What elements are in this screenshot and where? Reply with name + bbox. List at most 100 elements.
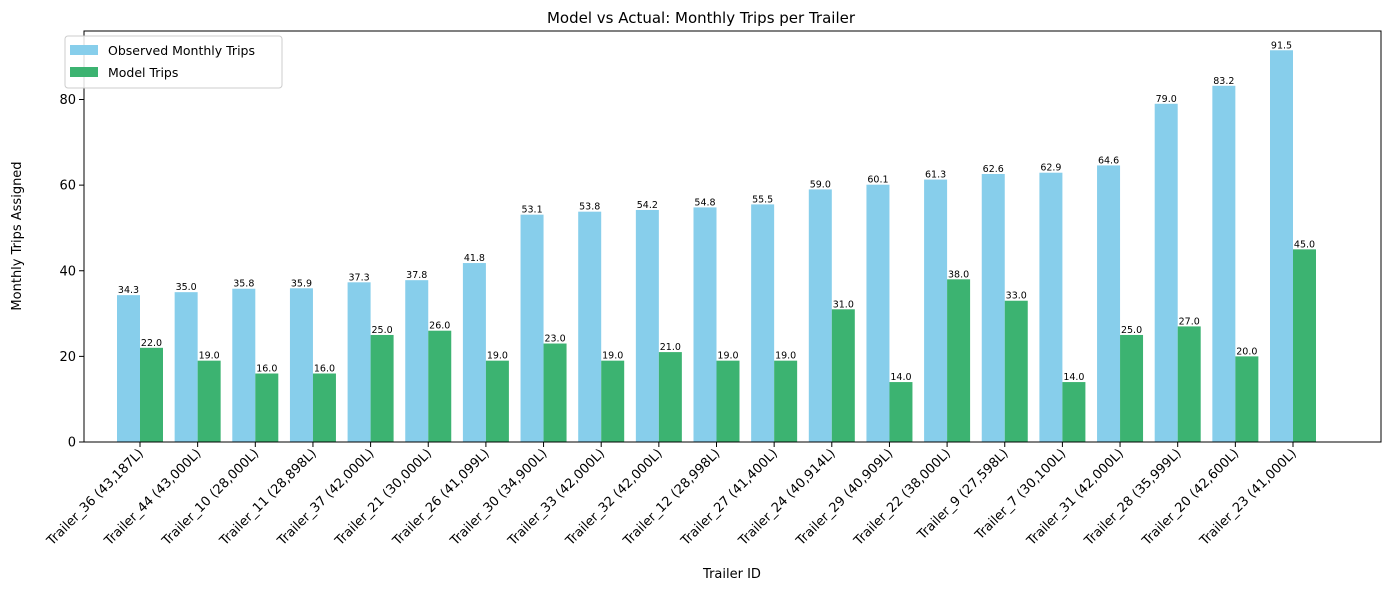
x-tick-label: Trailer_31 (42,000L): [1024, 446, 1127, 549]
bar-label-observed: 37.3: [349, 272, 370, 283]
legend-label-observed: Observed Monthly Trips: [108, 43, 255, 58]
bar-label-observed: 62.6: [983, 164, 1004, 175]
x-tick-label: Trailer_33 (42,000L): [505, 446, 608, 549]
bar-label-model: 19.0: [775, 351, 796, 362]
bar-observed: [289, 288, 313, 442]
x-tick-label: Trailer_44 (43,000L): [101, 446, 204, 549]
bar-label-model: 19.0: [199, 351, 220, 362]
bar-label-observed: 41.8: [464, 253, 485, 264]
bar-label-model: 38.0: [948, 269, 969, 280]
bar-model: [543, 343, 567, 442]
bar-observed: [981, 173, 1005, 442]
bar-label-model: 20.0: [1236, 346, 1257, 357]
bar-label-observed: 54.2: [637, 200, 658, 211]
bar-observed: [808, 189, 832, 442]
x-tick-label: Trailer_30 (34,900L): [447, 446, 550, 549]
bar-label-observed: 64.6: [1098, 155, 1119, 166]
bar-observed: [347, 282, 371, 442]
bar-model: [947, 279, 971, 442]
y-tick-label: 40: [59, 264, 76, 279]
x-axis: Trailer_36 (43,187L)Trailer_44 (43,000L)…: [44, 442, 1300, 549]
bar-observed: [117, 295, 140, 442]
bar-model: [1004, 300, 1028, 442]
bar-label-observed: 35.0: [176, 282, 197, 293]
bar-labels-layer: 34.3 22.0 35.0 19.0 35.8 16.0 35.9 16.0 37.3 25.0…: [118, 40, 1315, 383]
x-axis-title: Trailer ID: [702, 567, 761, 582]
bar-observed: [232, 288, 256, 442]
bar-label-model: 14.0: [1063, 372, 1084, 383]
bar-model: [658, 352, 682, 442]
bar-label-observed: 61.3: [925, 170, 946, 181]
plot-frame: [83, 30, 1382, 443]
bar-model: [831, 309, 855, 442]
bar-model: [140, 347, 163, 442]
legend: Observed Monthly Trips Model Trips: [64, 35, 283, 89]
bar-label-observed: 53.1: [521, 205, 542, 216]
x-tick-label: Trailer_11 (28,898L): [217, 446, 320, 549]
legend-frame: [64, 35, 283, 89]
bar-observed: [693, 207, 717, 442]
bar-label-model: 19.0: [602, 351, 623, 362]
bar-model: [601, 360, 625, 442]
bar-label-model: 45.0: [1294, 239, 1315, 250]
x-tick-label: Trailer_24 (40,914L): [735, 446, 838, 549]
bar-label-model: 19.0: [717, 351, 738, 362]
bars-layer: [117, 50, 1316, 443]
bar-model: [370, 334, 394, 442]
x-tick-label: Trailer_36 (43,187L): [44, 446, 147, 549]
bar-observed: [1154, 103, 1178, 442]
bar-label-model: 27.0: [1179, 316, 1200, 327]
bar-model: [1177, 326, 1201, 442]
bar-label-model: 16.0: [256, 364, 277, 375]
bar-observed: [462, 263, 486, 442]
bar-label-observed: 34.3: [118, 285, 139, 296]
y-axis: 0 20 40 60 80: [59, 93, 84, 451]
y-tick-label: 60: [59, 179, 76, 194]
bar-observed: [924, 179, 948, 442]
x-tick-label: Trailer_10 (28,000L): [159, 446, 262, 549]
bar-label-model: 21.0: [660, 342, 681, 353]
x-tick-label: Trailer_37 (42,000L): [274, 446, 377, 549]
x-tick-label: Trailer_22 (38,000L): [851, 446, 954, 549]
bar-observed: [405, 280, 429, 442]
x-tick-label: Trailer_23 (41,000L): [1197, 446, 1300, 549]
bar-model: [197, 360, 221, 442]
bar-label-observed: 83.2: [1213, 76, 1234, 87]
bar-label-model: 25.0: [372, 325, 393, 336]
x-tick-label: Trailer_21 (30,000L): [332, 446, 435, 549]
bar-observed: [1270, 50, 1293, 442]
bar-model: [255, 373, 279, 442]
bar-label-model: 31.0: [833, 299, 854, 310]
bar-model: [1120, 334, 1144, 442]
bar-label-model: 19.0: [487, 351, 508, 362]
bar-label-observed: 62.9: [1040, 163, 1061, 174]
legend-swatch-observed: [70, 45, 98, 55]
bar-observed: [866, 184, 890, 442]
bar-label-model: 33.0: [1006, 291, 1027, 302]
bar-label-observed: 59.0: [810, 179, 831, 190]
bar-model: [312, 373, 336, 442]
bar-label-observed: 53.8: [579, 202, 600, 213]
bar-label-model: 26.0: [429, 321, 450, 332]
bar-label-model: 25.0: [1121, 325, 1142, 336]
bar-observed: [1039, 172, 1063, 442]
bar-observed: [1097, 165, 1121, 442]
chart-title: Model vs Actual: Monthly Trips per Trail…: [547, 9, 856, 27]
bar-model: [774, 360, 798, 442]
bar-model: [889, 382, 913, 442]
bar-model: [1062, 382, 1086, 442]
y-tick-label: 80: [59, 93, 76, 108]
bar-observed: [520, 214, 544, 442]
bar-label-model: 14.0: [890, 372, 911, 383]
bar-label-model: 16.0: [314, 364, 335, 375]
bar-model: [716, 360, 740, 442]
bar-observed: [751, 204, 775, 442]
legend-swatch-model: [70, 67, 98, 77]
bar-model: [1293, 249, 1316, 442]
legend-label-model: Model Trips: [108, 65, 178, 80]
bar-label-observed: 60.1: [867, 175, 888, 186]
bar-label-model: 23.0: [544, 334, 565, 345]
bar-model: [428, 330, 452, 442]
bar-observed: [174, 292, 198, 442]
